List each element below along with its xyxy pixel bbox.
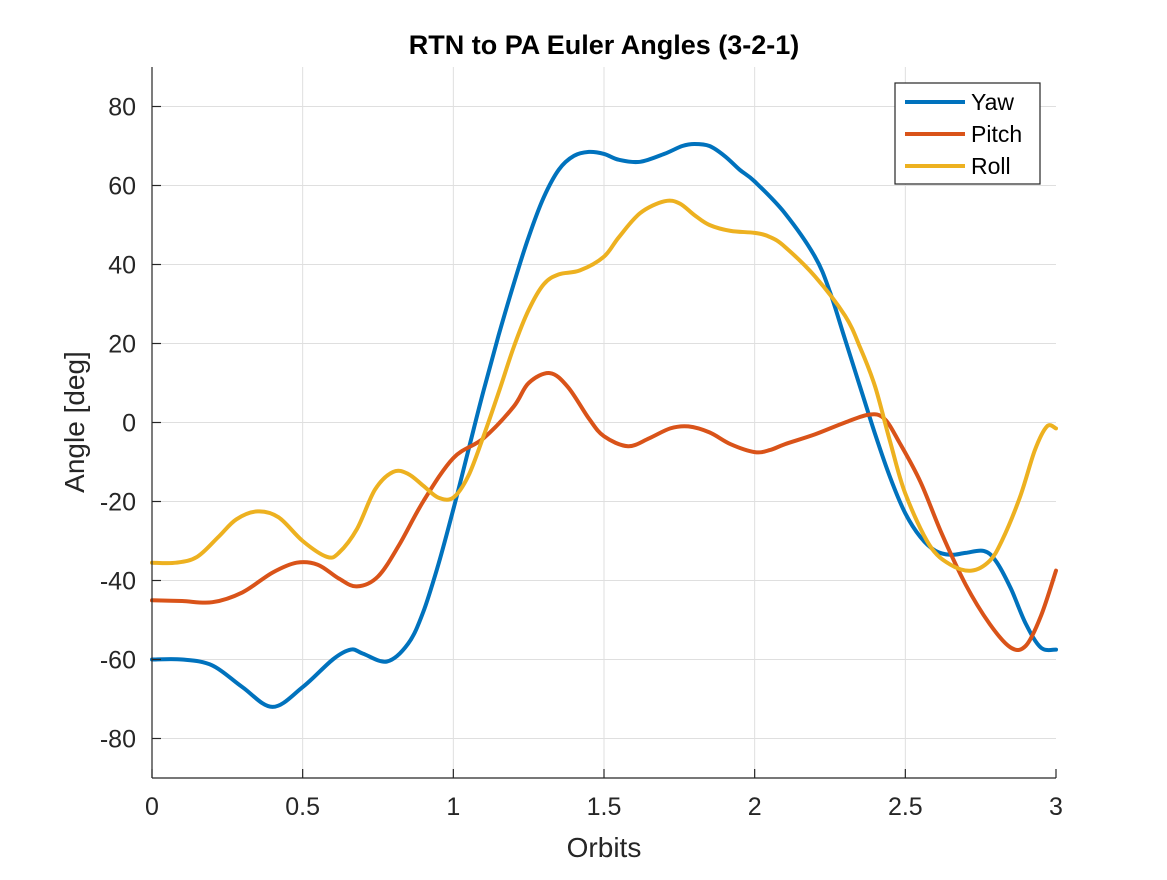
y-tick-label: -80 — [100, 726, 136, 754]
series-line-roll — [150, 198, 1058, 573]
y-tick-label: 80 — [108, 94, 136, 122]
y-tick-label: 60 — [108, 173, 136, 201]
y-tick-label: 40 — [108, 252, 136, 280]
legend-label-roll: Roll — [971, 153, 1011, 179]
legend-label-yaw: Yaw — [971, 89, 1014, 115]
series-group — [150, 142, 1058, 709]
series-line-pitch — [150, 371, 1058, 652]
y-axis-label: Angle [deg] — [59, 351, 90, 493]
y-tick-label: -60 — [100, 647, 136, 675]
chart-title: RTN to PA Euler Angles (3-2-1) — [409, 30, 800, 60]
x-tick-label: 3 — [1049, 793, 1063, 821]
x-tick-label: 2 — [748, 793, 762, 821]
y-tick-label: -40 — [100, 568, 136, 596]
legend: Yaw Pitch Roll — [894, 82, 1041, 185]
x-tick-label: 1.5 — [587, 793, 622, 821]
x-tick-label: 0 — [145, 793, 159, 821]
legend-label-pitch: Pitch — [971, 121, 1022, 147]
tick-labels: 0 0.5 1 1.5 2 2.5 3 -80 -60 -40 -20 0 20 40 60 80 — [100, 94, 1063, 822]
y-tick-label: 20 — [108, 331, 136, 359]
y-tick-label: -20 — [100, 489, 136, 517]
x-tick-label: 2.5 — [888, 793, 923, 821]
x-tick-label: 0.5 — [285, 793, 320, 821]
y-tick-label: 0 — [122, 410, 136, 438]
grid-lines — [152, 67, 1056, 778]
x-tick-label: 1 — [446, 793, 460, 821]
axes — [151, 67, 1057, 779]
x-axis-label: Orbits — [567, 832, 642, 863]
